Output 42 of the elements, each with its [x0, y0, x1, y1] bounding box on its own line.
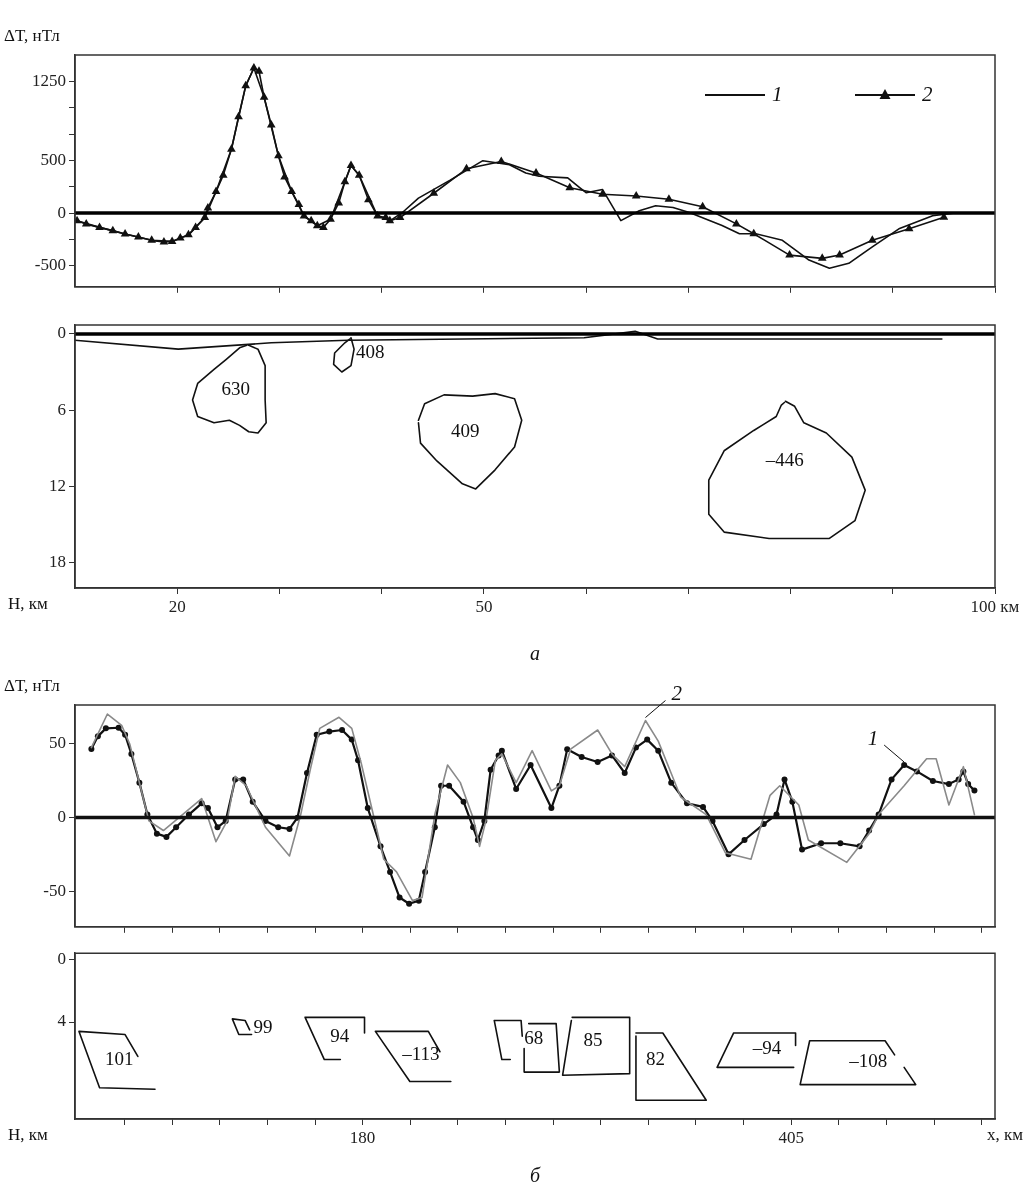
y-tick-label: -500: [34, 255, 66, 275]
series-label: 408: [356, 340, 385, 362]
y-axis-title: ΔT, нТл: [4, 26, 61, 46]
series-label: 99: [253, 1015, 273, 1037]
annotation: 2: [671, 681, 683, 706]
y-tick-label: 4: [57, 1011, 67, 1031]
y-axis-title: H, км: [8, 1125, 49, 1145]
x-tick-label: 20: [168, 596, 186, 616]
series-label: 85: [583, 1028, 603, 1050]
series-label: 94: [330, 1025, 350, 1047]
y-tick-label: 0: [57, 806, 66, 826]
x-axis-title: x, км: [986, 1125, 1024, 1145]
x-tick-label: 50: [475, 596, 493, 616]
annotation: 1: [867, 725, 879, 750]
series-label: 409: [451, 419, 480, 441]
x-tick-label: 100 км: [970, 596, 1020, 616]
series-label: 101: [105, 1047, 134, 1069]
series-label: –113: [401, 1043, 440, 1065]
y-axis-title: ΔT, нТл: [4, 676, 61, 696]
y-tick-label: 500: [40, 149, 66, 169]
x-tick-label: 180: [349, 1127, 376, 1147]
legend-label: 1: [772, 81, 783, 106]
y-tick-label: 12: [49, 475, 66, 495]
y-axis-title: Н, км: [8, 594, 49, 614]
y-tick-label: 1250: [32, 70, 66, 90]
text: а: [530, 642, 540, 665]
y-tick-label: 0: [57, 323, 66, 343]
legend-label: 2: [922, 81, 933, 106]
series-label: –94: [751, 1037, 782, 1059]
y-tick-label: 50: [49, 732, 66, 752]
series-label: 82: [645, 1048, 665, 1070]
x-tick-label: 405: [778, 1127, 804, 1147]
series-label: –446: [764, 449, 804, 471]
text: б: [529, 1164, 541, 1187]
y-tick-label: 6: [57, 399, 66, 419]
series-label: 630: [221, 378, 250, 400]
y-tick-label: -50: [43, 880, 66, 900]
series-label: 68: [524, 1027, 544, 1049]
series-label: –108: [848, 1050, 888, 1072]
y-tick-label: 18: [49, 552, 66, 572]
y-tick-label: 0: [57, 202, 66, 222]
y-tick-label: 0: [57, 948, 66, 968]
